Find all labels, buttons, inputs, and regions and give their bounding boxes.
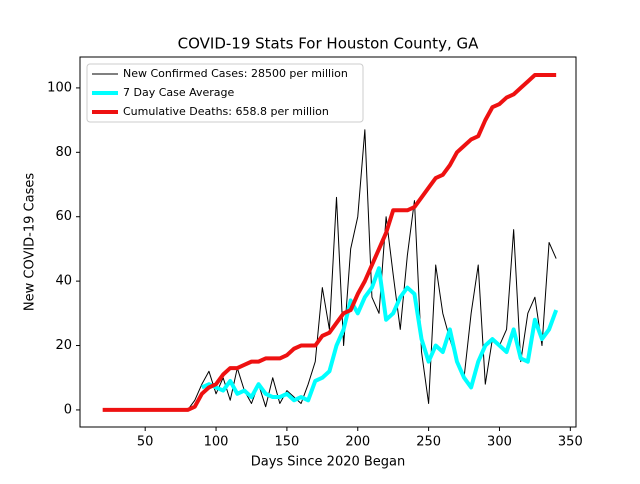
legend-label: New Confirmed Cases: 28500 per million xyxy=(123,67,348,80)
legend-label: Cumulative Deaths: 658.8 per million xyxy=(123,105,329,118)
x-tick-label: 100 xyxy=(204,435,229,450)
x-tick-label: 350 xyxy=(558,435,583,450)
y-tick-label: 100 xyxy=(47,80,72,95)
x-axis-label: Days Since 2020 Began xyxy=(251,455,406,470)
x-tick-label: 50 xyxy=(137,435,154,450)
y-axis-label: New COVID-19 Cases xyxy=(23,173,38,311)
y-tick-label: 0 xyxy=(64,402,72,417)
x-tick-label: 150 xyxy=(274,435,299,450)
y-tick-label: 80 xyxy=(55,145,72,160)
series-line xyxy=(102,73,557,412)
legend-box xyxy=(86,63,364,123)
y-tick-label: 60 xyxy=(55,209,72,224)
chart-title: COVID-19 Stats For Houston County, GA xyxy=(178,35,479,53)
series-line xyxy=(201,266,559,403)
plot-frame xyxy=(79,56,577,428)
x-tick-label: 250 xyxy=(416,435,441,450)
y-tick-label: 20 xyxy=(55,338,72,353)
y-tick-label: 40 xyxy=(55,274,72,289)
x-tick-label: 200 xyxy=(345,435,370,450)
legend: New Confirmed Cases: 28500 per million 7 … xyxy=(86,63,364,123)
legend-label: 7 Day Case Average xyxy=(123,86,235,99)
x-tick-label: 300 xyxy=(487,435,512,450)
